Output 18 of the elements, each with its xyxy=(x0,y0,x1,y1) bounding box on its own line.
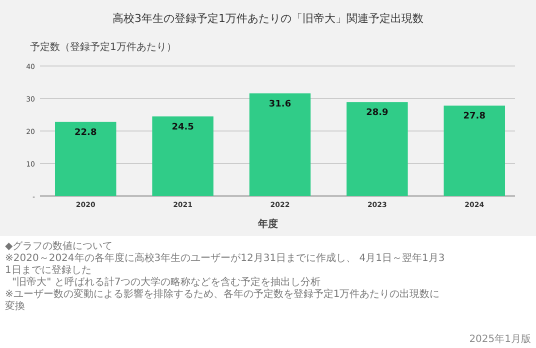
bar xyxy=(346,102,408,196)
bar xyxy=(55,122,116,196)
data-label: 27.8 xyxy=(463,112,486,122)
data-label: 28.9 xyxy=(366,108,388,118)
y-axis-title: 予定数（登録予定1万件あたり） xyxy=(30,41,176,53)
text: 2025年1月版 xyxy=(469,333,531,345)
data-label: 31.6 xyxy=(268,99,292,110)
text: "旧帝大" と呼ばれる計7つの大学の略称などを含む予定を抽出し分析 xyxy=(12,276,321,288)
text: ※ユーザー数の変動による影響を排除するため、各年の予定数を登録予定1万件あたりの出現数に変換 xyxy=(5,288,440,312)
x-axis-title: 年度 xyxy=(257,218,278,230)
data-label: 24.5 xyxy=(172,122,194,132)
data-label: 22.8 xyxy=(74,128,97,138)
chart-title: 高校3年生の登録予定1万件あたりの「旧帝大」関連予定出現数 xyxy=(112,12,424,25)
bar xyxy=(152,116,214,196)
text: ※2020～2024年の各年度に高校3年生のユーザーが12月31日までに作成し、 4月1日～翌年1月31日までに登録した xyxy=(5,252,445,276)
bar xyxy=(249,93,311,196)
text: ◆グラフの数値について xyxy=(5,240,113,252)
bar xyxy=(444,106,505,196)
